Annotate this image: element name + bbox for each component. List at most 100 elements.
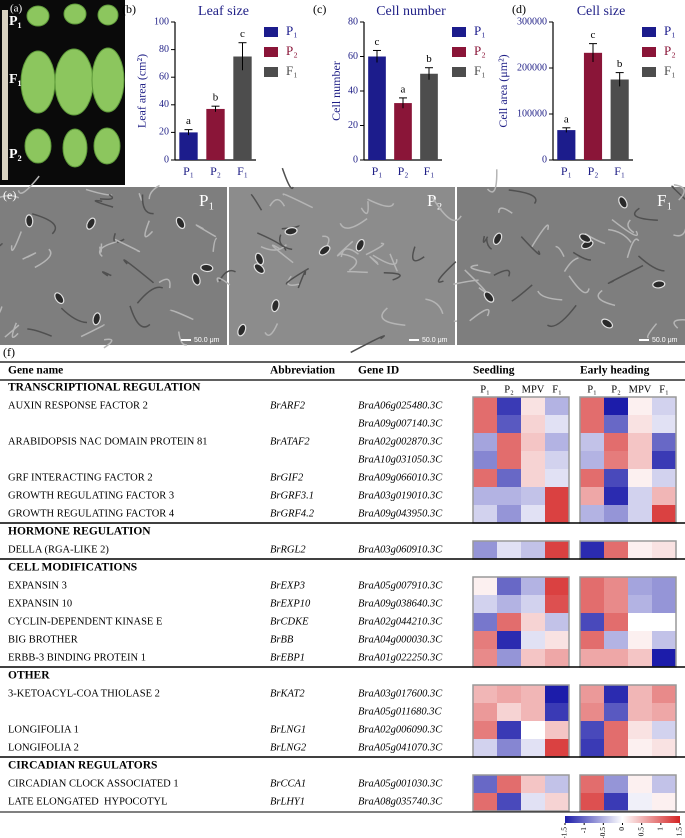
heat-cell bbox=[604, 703, 628, 721]
cell-wall bbox=[537, 290, 563, 301]
x-tick-label: P₁ bbox=[561, 164, 572, 178]
gene-id: BraA03g019010.3C bbox=[358, 490, 443, 501]
gene-name: EXPANSIN 3 bbox=[8, 580, 67, 591]
heat-cell bbox=[628, 541, 652, 559]
gene-abbreviation: BrATAF2 bbox=[270, 436, 310, 447]
cell-wall bbox=[336, 240, 354, 257]
heat-cell bbox=[473, 505, 497, 523]
heat-cell bbox=[652, 631, 676, 649]
heat-cell bbox=[497, 775, 521, 793]
heat-cell bbox=[497, 415, 521, 433]
section-title: CELL MODIFICATIONS bbox=[8, 562, 137, 574]
heat-cell bbox=[652, 487, 676, 505]
y-tick-label: 200000 bbox=[517, 62, 547, 73]
y-axis-label: Cell number bbox=[329, 61, 343, 121]
heat-cell bbox=[521, 613, 545, 631]
cell-wall bbox=[425, 298, 444, 315]
heat-cell bbox=[628, 613, 652, 631]
stoma bbox=[483, 291, 495, 303]
gene-abbreviation: BrEXP10 bbox=[270, 598, 311, 609]
heat-cell bbox=[545, 739, 569, 757]
heat-cell bbox=[521, 433, 545, 451]
heat-cell bbox=[521, 649, 545, 667]
heat-cell bbox=[628, 721, 652, 739]
cell-wall bbox=[673, 183, 685, 201]
heat-cell bbox=[473, 397, 497, 415]
leaf bbox=[93, 127, 121, 165]
gene-id: BraA09g066010.3C bbox=[358, 472, 443, 483]
expression-table: (f) Gene name Abbreviation Gene ID Seedling P… bbox=[0, 345, 685, 838]
legend-swatch bbox=[642, 47, 656, 57]
heat-cell bbox=[604, 577, 628, 595]
heat-cell bbox=[473, 541, 497, 559]
bar bbox=[394, 103, 412, 160]
x-tick-label: F₁ bbox=[614, 164, 625, 178]
legend-swatch bbox=[452, 27, 466, 37]
cell-wall bbox=[671, 185, 685, 200]
cell-wall bbox=[250, 193, 263, 211]
y-tick-label: 60 bbox=[348, 51, 358, 62]
heat-cell bbox=[604, 415, 628, 433]
stoma bbox=[237, 323, 247, 337]
panel-a-labels: (a)P₁ F₁ P₂ bbox=[9, 3, 23, 163]
bar bbox=[368, 56, 386, 160]
heat-cell bbox=[521, 451, 545, 469]
stoma bbox=[355, 238, 365, 252]
heat-cell bbox=[545, 451, 569, 469]
y-tick-label: 300000 bbox=[517, 16, 547, 27]
cell-wall bbox=[563, 257, 579, 272]
heat-cell bbox=[521, 541, 545, 559]
stoma bbox=[54, 292, 65, 305]
y-tick-label: 60 bbox=[159, 71, 169, 82]
heat-cell bbox=[473, 595, 497, 613]
ruler bbox=[2, 10, 8, 180]
cell-wall bbox=[646, 323, 658, 339]
heat-cell bbox=[545, 505, 569, 523]
gene-abbreviation: BrRGL2 bbox=[270, 544, 306, 555]
legend-label: P₁ bbox=[664, 23, 676, 38]
gene-name: LATE ELONGATED HYPOCOTYL bbox=[8, 796, 168, 807]
heat-cell bbox=[604, 649, 628, 667]
bar bbox=[179, 132, 198, 160]
gene-name: BIG BROTHER bbox=[8, 634, 78, 645]
column-header: Gene ID bbox=[358, 365, 399, 377]
heat-cell bbox=[497, 793, 521, 811]
sem-images: P₁ 50.0 μm P₂ 50.0 μm F₁ 50.0 μm (e) bbox=[0, 167, 685, 354]
column-header: Abbreviation bbox=[270, 365, 336, 377]
heat-cell bbox=[497, 685, 521, 703]
cell-wall bbox=[530, 224, 550, 248]
cell-wall bbox=[102, 271, 112, 277]
heat-cell bbox=[580, 433, 604, 451]
bar bbox=[233, 56, 252, 160]
gene-id: BraA09g038640.3C bbox=[358, 598, 443, 609]
stoma bbox=[618, 196, 628, 209]
heat-cell bbox=[628, 631, 652, 649]
sub-header: MPV bbox=[629, 384, 652, 395]
stoma bbox=[652, 280, 666, 289]
heat-cell bbox=[604, 721, 628, 739]
heat-cell bbox=[497, 505, 521, 523]
heat-cell bbox=[604, 487, 628, 505]
significance-letter: a bbox=[401, 83, 406, 95]
sem-image bbox=[229, 187, 455, 345]
heat-cell bbox=[473, 721, 497, 739]
cell-wall bbox=[469, 308, 490, 322]
heat-cell bbox=[628, 775, 652, 793]
heat-cell bbox=[652, 451, 676, 469]
significance-letter: b bbox=[426, 53, 432, 65]
legend-label: P₂ bbox=[664, 43, 676, 58]
heat-cell bbox=[580, 613, 604, 631]
cell-wall bbox=[216, 277, 231, 286]
heat-cell bbox=[473, 739, 497, 757]
color-scale bbox=[565, 816, 680, 823]
gene-id: BraA02g002870.3C bbox=[358, 436, 443, 447]
leaf bbox=[91, 47, 125, 113]
heat-cell bbox=[473, 613, 497, 631]
gene-name: GRF INTERACTING FACTOR 2 bbox=[8, 472, 153, 483]
x-tick-label: P₂ bbox=[588, 164, 599, 178]
leaf bbox=[63, 3, 87, 25]
heat-cell bbox=[473, 577, 497, 595]
legend-label: F₁ bbox=[664, 63, 676, 78]
gene-abbreviation: BrEBP1 bbox=[270, 652, 305, 663]
heat-cell bbox=[604, 541, 628, 559]
